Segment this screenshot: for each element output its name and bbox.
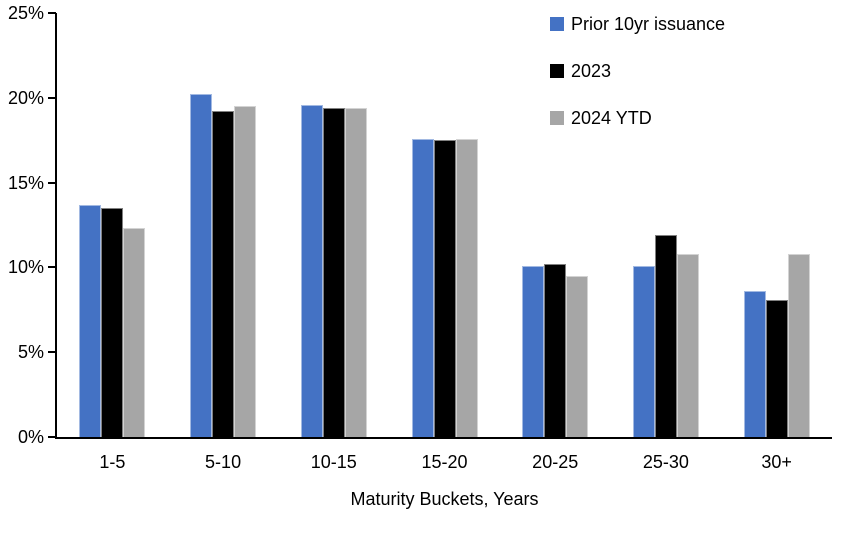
x-category-label: 30+ bbox=[761, 452, 792, 472]
y-tick-label: 5% bbox=[17, 342, 44, 363]
bar bbox=[322, 107, 345, 437]
bar bbox=[411, 138, 434, 437]
legend: Prior 10yr issuance 2023 2024 YTD bbox=[550, 10, 725, 132]
bar bbox=[676, 253, 699, 437]
x-axis-line bbox=[55, 437, 832, 439]
bar bbox=[101, 208, 124, 437]
bar bbox=[455, 138, 478, 437]
bar bbox=[566, 275, 589, 437]
bar bbox=[743, 291, 766, 437]
bar bbox=[632, 265, 655, 437]
bar bbox=[123, 228, 146, 437]
legend-marker-icon bbox=[550, 64, 564, 78]
legend-marker-icon bbox=[550, 111, 564, 125]
y-tick-mark bbox=[48, 96, 56, 99]
bar bbox=[765, 299, 788, 437]
bar bbox=[79, 204, 102, 437]
y-tick-mark bbox=[48, 12, 56, 14]
x-category-label: 15-20 bbox=[421, 452, 468, 472]
y-tick-mark bbox=[48, 181, 56, 184]
y-tick-label: 25% bbox=[7, 3, 44, 23]
y-tick-label: 10% bbox=[7, 257, 44, 278]
x-category-label: 5-10 bbox=[205, 452, 242, 472]
bar bbox=[300, 104, 323, 437]
x-category-label: 1-5 bbox=[99, 452, 126, 472]
legend-item: 2024 YTD bbox=[550, 104, 725, 132]
bar bbox=[522, 265, 545, 437]
bar bbox=[544, 264, 567, 437]
x-axis-title: Maturity Buckets, Years bbox=[350, 489, 539, 509]
bar bbox=[212, 111, 235, 437]
y-tick-mark bbox=[48, 351, 56, 354]
y-tick-label: 15% bbox=[7, 172, 44, 193]
bar bbox=[234, 106, 257, 437]
x-category-label: 25-30 bbox=[642, 452, 689, 472]
y-tick-label: 20% bbox=[7, 87, 44, 108]
legend-label: Prior 10yr issuance bbox=[571, 13, 726, 34]
legend-item: Prior 10yr issuance bbox=[550, 10, 725, 38]
legend-item: 2023 bbox=[550, 57, 725, 85]
legend-label: 2024 YTD bbox=[571, 107, 652, 128]
y-tick-label: 0% bbox=[17, 427, 44, 447]
bar bbox=[787, 253, 810, 437]
x-category-label: 10-15 bbox=[310, 452, 357, 472]
bar bbox=[344, 107, 367, 437]
y-axis-line bbox=[55, 13, 57, 439]
bar bbox=[433, 140, 456, 437]
bar bbox=[190, 94, 213, 437]
legend-label: 2023 bbox=[571, 60, 612, 81]
y-tick-mark bbox=[48, 436, 56, 438]
x-category-label: 20-25 bbox=[532, 452, 579, 472]
bar bbox=[654, 235, 677, 437]
legend-marker-icon bbox=[550, 17, 564, 31]
y-tick-mark bbox=[48, 266, 56, 269]
